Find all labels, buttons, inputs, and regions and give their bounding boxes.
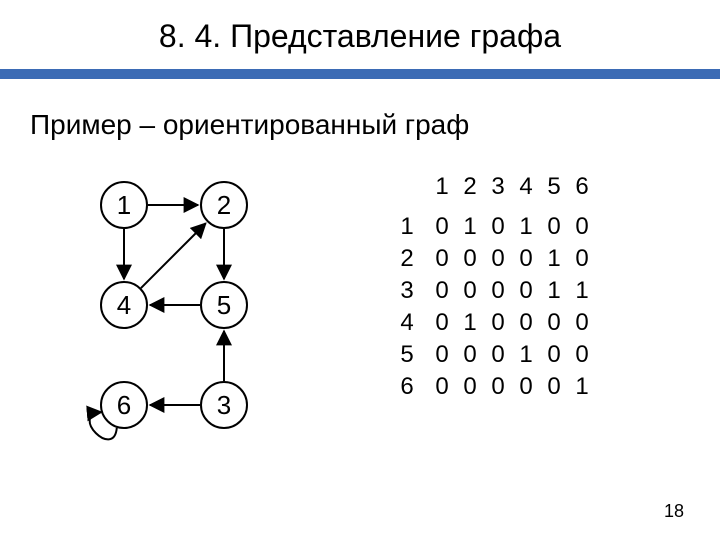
graph-node-4: 4: [100, 281, 148, 329]
matrix-cell: 0: [428, 307, 456, 339]
matrix-cell: 0: [484, 339, 512, 371]
content-row: 123456 123456101010020000103000011401000…: [0, 161, 720, 461]
matrix-table: 1234561010100200001030000114010000500010…: [400, 171, 596, 403]
matrix-cell: 0: [512, 243, 540, 275]
adjacency-matrix: 1234561010100200001030000114010000500010…: [400, 171, 596, 461]
matrix-col-header: 3: [484, 171, 512, 203]
matrix-cell: 1: [456, 211, 484, 243]
matrix-cell: 0: [512, 307, 540, 339]
page-title: 8. 4. Представление графа: [0, 18, 720, 55]
matrix-cell: 1: [540, 275, 568, 307]
graph-diagram: 1 2 3 4 5 6: [60, 161, 360, 461]
matrix-col-header: 6: [568, 171, 596, 203]
subtitle: Пример – ориентированный граф: [30, 109, 720, 141]
matrix-row-header: 5: [400, 339, 428, 371]
title-underline: [0, 69, 720, 79]
matrix-cell: 0: [456, 243, 484, 275]
graph-node-1: 1: [100, 181, 148, 229]
matrix-cell: 0: [456, 339, 484, 371]
matrix-cell: 0: [484, 275, 512, 307]
matrix-cell: 0: [568, 339, 596, 371]
graph-node-5: 5: [200, 281, 248, 329]
matrix-cell: 0: [428, 371, 456, 403]
matrix-cell: 0: [428, 211, 456, 243]
matrix-row-header: 2: [400, 243, 428, 275]
matrix-cell: 0: [456, 371, 484, 403]
matrix-cell: 0: [540, 339, 568, 371]
matrix-col-header: 5: [540, 171, 568, 203]
matrix-cell: 1: [512, 211, 540, 243]
graph-node-3: 3: [200, 381, 248, 429]
matrix-cell: 0: [568, 243, 596, 275]
matrix-cell: 1: [540, 243, 568, 275]
matrix-cell: 0: [540, 211, 568, 243]
matrix-cell: 0: [512, 371, 540, 403]
matrix-col-header: 4: [512, 171, 540, 203]
matrix-cell: 0: [484, 307, 512, 339]
matrix-cell: 1: [568, 371, 596, 403]
matrix-cell: 0: [512, 275, 540, 307]
graph-node-6: 6: [100, 381, 148, 429]
matrix-cell: 0: [428, 339, 456, 371]
matrix-cell: 0: [568, 307, 596, 339]
matrix-row-header: 1: [400, 211, 428, 243]
matrix-cell: 0: [568, 211, 596, 243]
matrix-cell: 1: [512, 339, 540, 371]
page-number: 18: [664, 501, 684, 522]
matrix-cell: 0: [540, 371, 568, 403]
graph-node-2: 2: [200, 181, 248, 229]
matrix-row-header: 4: [400, 307, 428, 339]
matrix-cell: 0: [484, 243, 512, 275]
matrix-cell: 0: [428, 243, 456, 275]
matrix-cell: 1: [456, 307, 484, 339]
title-region: 8. 4. Представление графа: [0, 0, 720, 79]
matrix-cell: 0: [484, 211, 512, 243]
matrix-corner: [400, 171, 428, 203]
matrix-col-header: 1: [428, 171, 456, 203]
matrix-cell: 0: [484, 371, 512, 403]
matrix-row-header: 3: [400, 275, 428, 307]
matrix-col-header: 2: [456, 171, 484, 203]
matrix-row-header: 6: [400, 371, 428, 403]
matrix-cell: 0: [540, 307, 568, 339]
matrix-cell: 0: [428, 275, 456, 307]
matrix-cell: 0: [456, 275, 484, 307]
matrix-cell: 1: [568, 275, 596, 307]
